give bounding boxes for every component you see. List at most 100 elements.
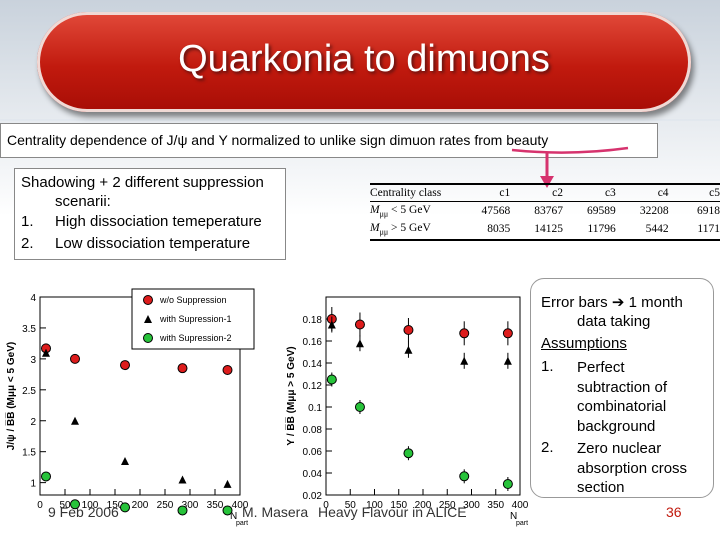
footer-author: M. Masera [242, 504, 309, 520]
table-cell: 11796 [587, 223, 616, 236]
data-point [70, 499, 80, 510]
legend-label: with Supression-1 [159, 314, 232, 324]
notes-box: Error bars ➔ 1 month data taking Assumpt… [530, 278, 714, 498]
scenario-item-2: Low dissociation temperature [55, 235, 251, 252]
scenario-line1: Shadowing + 2 different suppression [21, 174, 264, 191]
error-bars-line: Error bars ➔ 1 month [541, 293, 683, 311]
table-cell: 32208 [639, 205, 669, 218]
footer-event: Heavy Flavour in ALICE [318, 504, 467, 520]
x-tick-label: 100 [366, 500, 383, 511]
assumption-line: subtraction of [577, 378, 668, 396]
data-point [120, 360, 130, 371]
y-tick-label: 0.04 [303, 469, 323, 480]
x-tick-label: 50 [345, 500, 357, 511]
title-banner [37, 12, 691, 112]
table-cell: 47568 [481, 205, 511, 218]
arrow-head [540, 176, 554, 188]
data-point [502, 479, 513, 489]
arrow-annotation [511, 146, 629, 188]
y-tick-label: 2 [30, 417, 36, 428]
legend-marker [143, 333, 153, 343]
jpsi-chart: 1 1.5 2 2.5 3 3.5 4 0 50 100 150 200 250 300 350 400Npa… [5, 288, 255, 527]
data-point [459, 328, 470, 339]
y-tick-label: 4 [30, 293, 36, 304]
scenario-box: Shadowing + 2 different suppression scen… [14, 168, 286, 260]
y-tick-label: 2.5 [22, 386, 36, 397]
table-row-label: Mμμ > 5 GeV [370, 222, 431, 237]
plot-frame [325, 296, 521, 496]
data-point [42, 348, 50, 357]
table-cell: 14125 [534, 223, 564, 236]
legend-label: with Supression-2 [159, 333, 232, 343]
assumption-num-2: 2. [541, 439, 554, 456]
table-header-cell: c1 [457, 184, 511, 202]
data-point [460, 356, 469, 365]
x-tick-label: 250 [439, 500, 456, 511]
assumption-item-1: Perfect subtraction of combinatorial bac… [577, 358, 667, 436]
table-row: Mμμ < 5 GeV 47568 83767 69589 32208 6918 [370, 202, 720, 221]
underline-stroke [511, 146, 629, 154]
y-tick-label: 1 [30, 479, 36, 490]
table-row-label: Mμμ < 5 GeV [370, 204, 431, 219]
x-tick-label: 150 [107, 500, 124, 511]
data-point [502, 328, 513, 339]
y-tick-label: 0.16 [303, 337, 323, 348]
data-point [459, 471, 470, 482]
data-point [355, 339, 364, 348]
arrow-right-icon: ➔ [611, 294, 625, 311]
table-header-cell: c4 [615, 184, 669, 202]
table-header-cell: Centrality class [370, 184, 458, 202]
table-header-row: Centrality class c1 c2 c3 c4 c5 [370, 184, 720, 202]
slide-title: Quarkonia to dimuons [178, 38, 550, 80]
assumption-line: absorption cross [577, 459, 688, 477]
assumption-line: combinatorial [577, 398, 667, 415]
x-tick-label: 350 [207, 500, 224, 511]
x-tick-label: 150 [390, 500, 407, 511]
x-tick-label: 250 [157, 500, 174, 511]
assumption-num-1: 1. [541, 358, 554, 375]
data-point [177, 505, 188, 516]
table-cell: 8035 [487, 223, 511, 236]
data-point [222, 365, 233, 376]
data-point [354, 319, 365, 330]
y-axis-label: J/ψ / B̅B̅ (Mμμ < 5 GeV) [5, 342, 17, 450]
data-point [223, 479, 232, 488]
table-header-cell: c3 [563, 184, 616, 202]
data-point [354, 402, 365, 412]
error-bars-line2: data taking [577, 313, 651, 330]
assumption-line: section [577, 479, 625, 496]
x-tick-label: 300 [463, 500, 480, 511]
rates-table: Centrality class c1 c2 c3 c4 c5 Mμμ < 5 … [370, 183, 720, 241]
error-bars-value: 1 month [628, 294, 683, 311]
data-point [326, 374, 337, 385]
y-tick-label: 0.14 [303, 359, 323, 370]
y-axis-label: Υ / B̅B̅ (Mμμ > 5 GeV) [285, 346, 297, 445]
subtitle-text: Centrality dependence of J/ψ and Υ norma… [7, 132, 549, 148]
table-cell: 5442 [645, 223, 669, 236]
assumption-item-2: Zero nuclear absorption cross section [577, 439, 687, 498]
upsilon-chart: 0.02 0.04 0.06 0.08 0.1 0.12 0.14 0.16 0.18 0 50 10… [285, 296, 529, 527]
assumption-line: Perfect [577, 359, 625, 376]
x-tick-label: 400 [232, 500, 249, 511]
x-tick-label: 350 [487, 500, 504, 511]
y-tick-label: 0.1 [308, 403, 322, 414]
y-tick-label: 3 [30, 355, 36, 366]
data-point [70, 353, 80, 364]
x-axis-label-sub: part [516, 520, 528, 527]
data-point [41, 471, 51, 482]
data-point [177, 363, 188, 374]
y-tick-label: 0.02 [303, 491, 323, 502]
page-number: 36 [666, 504, 682, 520]
x-tick-label: 0 [37, 500, 43, 511]
x-tick-label: 300 [182, 500, 199, 511]
x-tick-label: 50 [59, 500, 71, 511]
data-point [403, 448, 414, 459]
scenario-item-1: High dissociation temeperature [55, 213, 262, 230]
y-tick-label: 3.5 [22, 324, 36, 335]
data-point [327, 320, 336, 329]
data-point [120, 502, 130, 513]
data-point [404, 345, 413, 354]
footer-date: 9 Feb 2006 [48, 504, 119, 520]
x-axis-label: N [510, 511, 517, 522]
